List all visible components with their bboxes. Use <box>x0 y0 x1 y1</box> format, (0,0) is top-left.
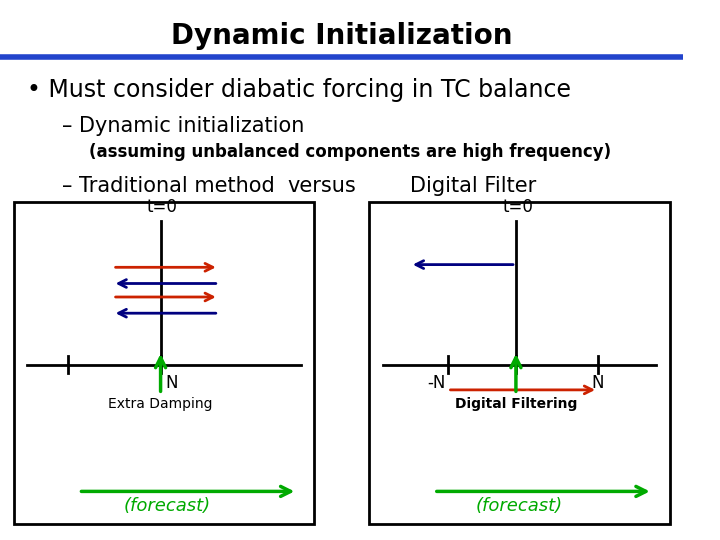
Text: -N: -N <box>427 374 445 391</box>
Text: N: N <box>592 374 604 391</box>
Text: Digital Filter: Digital Filter <box>410 176 536 195</box>
Text: t=0: t=0 <box>147 198 178 216</box>
Text: Dynamic Initialization: Dynamic Initialization <box>171 22 513 50</box>
Text: versus: versus <box>287 176 356 195</box>
Text: – Traditional method: – Traditional method <box>61 176 274 195</box>
Text: (forecast): (forecast) <box>124 497 211 515</box>
Bar <box>369 202 670 524</box>
Text: • Must consider diabatic forcing in TC balance: • Must consider diabatic forcing in TC b… <box>27 78 572 102</box>
Text: Digital Filtering: Digital Filtering <box>455 397 577 411</box>
Text: (forecast): (forecast) <box>476 497 563 515</box>
Text: – Dynamic initialization: – Dynamic initialization <box>61 116 304 136</box>
Text: Extra Damping: Extra Damping <box>108 397 213 411</box>
Text: (assuming unbalanced components are high frequency): (assuming unbalanced components are high… <box>89 143 611 161</box>
Bar <box>14 202 315 524</box>
Text: N: N <box>166 374 178 391</box>
Text: t=0: t=0 <box>503 198 533 216</box>
